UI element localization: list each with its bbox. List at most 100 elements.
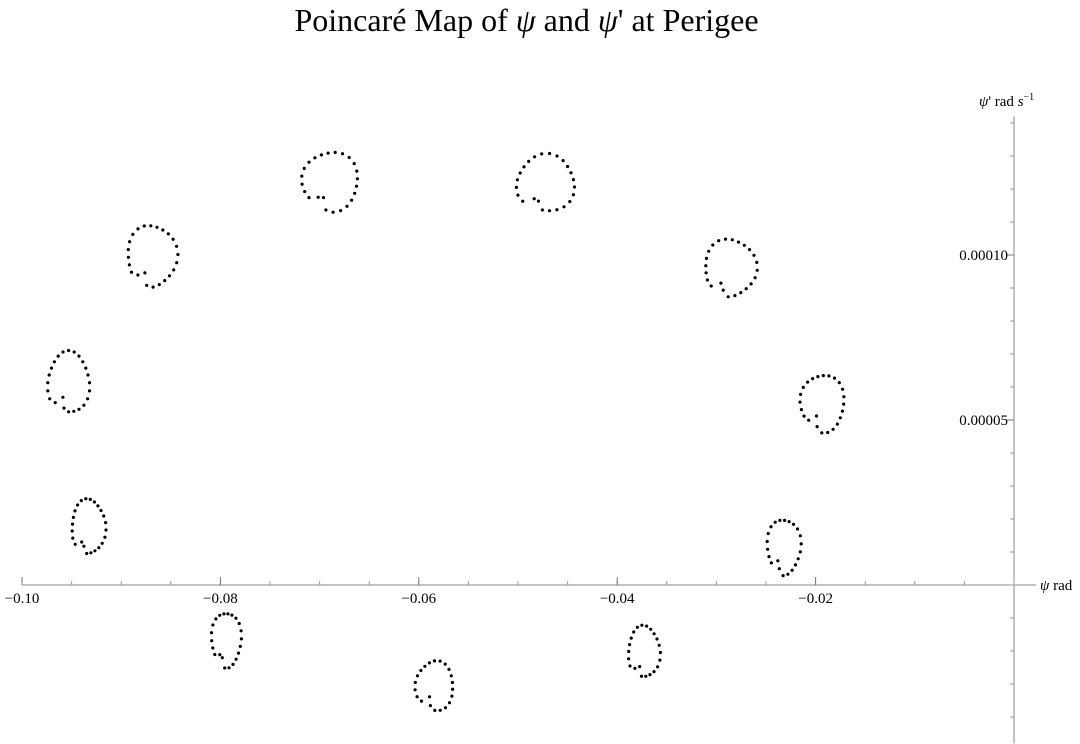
scatter-point [355,177,359,181]
scatter-point [627,649,631,654]
scatter-point [127,263,131,267]
scatter-point [569,171,573,175]
scatter-point [704,264,708,268]
scatter-point [155,225,159,229]
scatter-point [234,657,238,661]
scatter-point [213,652,217,657]
scatter-point [518,171,522,175]
scatter-point [415,674,420,678]
y-axis-label-text: ' rad [988,94,1017,110]
scatter-point [87,381,92,385]
scatter-point [765,539,769,544]
scatter-point [644,674,648,678]
scatter-point [514,185,519,189]
scatter-point [423,664,427,668]
scatter-point [79,499,83,503]
scatter-point [521,199,525,203]
scatter-point [777,567,781,571]
scatter-point [450,680,454,685]
x-tick-label: −0.04 [600,591,635,607]
scatter-point [707,249,711,253]
scatter-point [783,518,787,523]
scatter-point [84,366,88,370]
scatter-point [72,409,76,413]
scatter-point [324,208,328,212]
scatter-point [84,497,88,501]
scatter-point [87,389,92,393]
scatter-point [566,164,570,169]
scatter-point [450,694,454,698]
scatter-point [175,261,179,265]
scatter-point [571,193,576,197]
scatter-point [773,520,777,524]
scatter-point [645,624,649,628]
scatter-point [82,544,86,548]
scatter-point [736,240,741,244]
scatter-point [443,662,447,666]
scatter-point [316,195,320,199]
scatter-point [447,701,452,705]
scatter-point [540,152,544,156]
scatter-point [801,385,805,389]
scatter-point [438,708,442,712]
scatter-point [209,631,214,635]
scatter-point [419,699,424,703]
scatter-point [791,522,796,526]
scatter-point [806,380,810,384]
scatter-point [62,406,66,410]
scatter-point [427,695,432,699]
scatter-point [533,155,537,159]
scatter-point [709,284,713,288]
scatter-point [77,407,81,411]
scatter-point [103,535,107,539]
scatter-point [234,616,238,620]
scatter-point [302,166,306,170]
scatter-point [126,248,130,252]
scatter-point [353,191,357,195]
scatter-point [238,644,242,649]
scatter-point [655,637,659,641]
scatter-point [726,295,730,299]
scatter-point [752,253,756,257]
scatter-point [443,706,448,710]
scatter-point [744,287,748,291]
scatter-point [70,529,74,533]
scatter-point [781,574,785,578]
scatter-point [88,497,92,501]
scatter-point [433,708,437,713]
scatter-point [223,666,227,670]
scatter-point [831,427,835,431]
scatter-point [53,401,57,405]
scatter-point [307,196,311,200]
scatter-point [814,414,819,418]
chart-title: Poincaré Map of ψ and ψ' at Perigee [0,2,1053,39]
title-prefix: Poincaré Map of [294,2,516,38]
scatter-point [717,239,721,243]
scatter-point [816,375,820,379]
scatter-point [428,704,432,708]
scatter-point [102,514,106,518]
scatter-point [104,528,108,532]
scatter-point [652,670,656,674]
scatter-point [628,664,632,668]
scatter-point [658,650,663,655]
scatter-point [652,632,656,636]
scatter-point [211,646,215,650]
scatter-point [230,613,234,617]
scatter-point [222,612,226,616]
scatter-point [753,276,757,280]
scatter-point [635,625,640,629]
x-axis-label: ψ rad [1040,578,1073,594]
scatter-point [211,623,215,627]
scatter-point [807,418,811,422]
title-psi-prime-symbol: ψ [597,2,618,38]
scatter-point [339,209,343,213]
scatter-point [67,410,71,414]
scatter-point [561,159,565,163]
scatter-point [427,661,431,665]
scatter-point [802,414,806,418]
scatter-point [638,665,642,669]
scatter-point [790,568,794,572]
scatter-point [419,668,423,673]
